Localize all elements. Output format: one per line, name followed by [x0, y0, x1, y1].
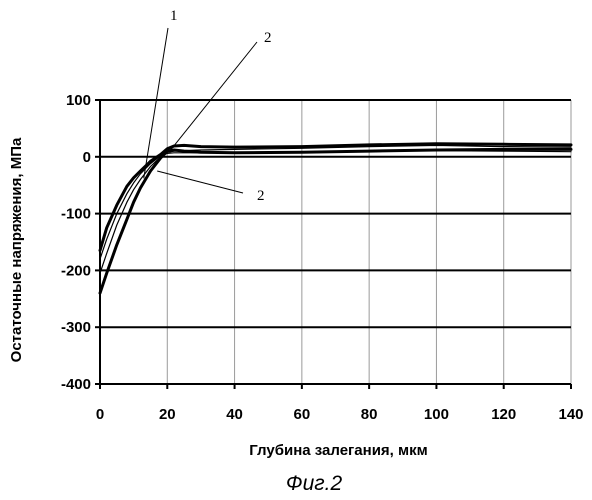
y-tick-label: -400: [61, 376, 91, 393]
series-line-2: [100, 144, 571, 251]
annotation-leader-line: [171, 42, 257, 150]
series-line-4: [100, 151, 571, 259]
series-line-3: [100, 145, 571, 273]
x-tick-label: 120: [491, 406, 516, 423]
figure-caption: Фиг.2: [286, 472, 343, 495]
annotation-label: 2: [264, 30, 272, 46]
y-tick-label: 100: [66, 92, 91, 109]
y-tick-label: -200: [61, 262, 91, 279]
x-tick-label: 80: [361, 406, 378, 423]
x-tick-label: 140: [558, 406, 583, 423]
grid: [100, 100, 571, 384]
y-tick-label: -100: [61, 206, 91, 223]
x-tick-label: 20: [159, 406, 176, 423]
series-line-1: [100, 149, 571, 293]
y-axis-label: Остаточные напряжения, МПа: [8, 137, 25, 362]
x-tick-label: 40: [226, 406, 243, 423]
x-tick-label: 0: [96, 406, 104, 423]
annotation-leader-line: [157, 171, 243, 193]
x-tick-label: 60: [294, 406, 311, 423]
y-tick-label: 0: [83, 149, 91, 166]
annotations: 1 2 2: [144, 8, 272, 204]
tick-labels: 100 0 -100 -200 -300 -400 0 20 40 60 80 100 120 140: [61, 92, 584, 423]
x-tick-label: 100: [424, 406, 449, 423]
y-tick-label: -300: [61, 319, 91, 336]
annotation-label: 1: [170, 8, 178, 24]
x-axis-label: Глубина залегания, мкм: [249, 442, 427, 459]
annotation-label: 2: [257, 188, 265, 204]
